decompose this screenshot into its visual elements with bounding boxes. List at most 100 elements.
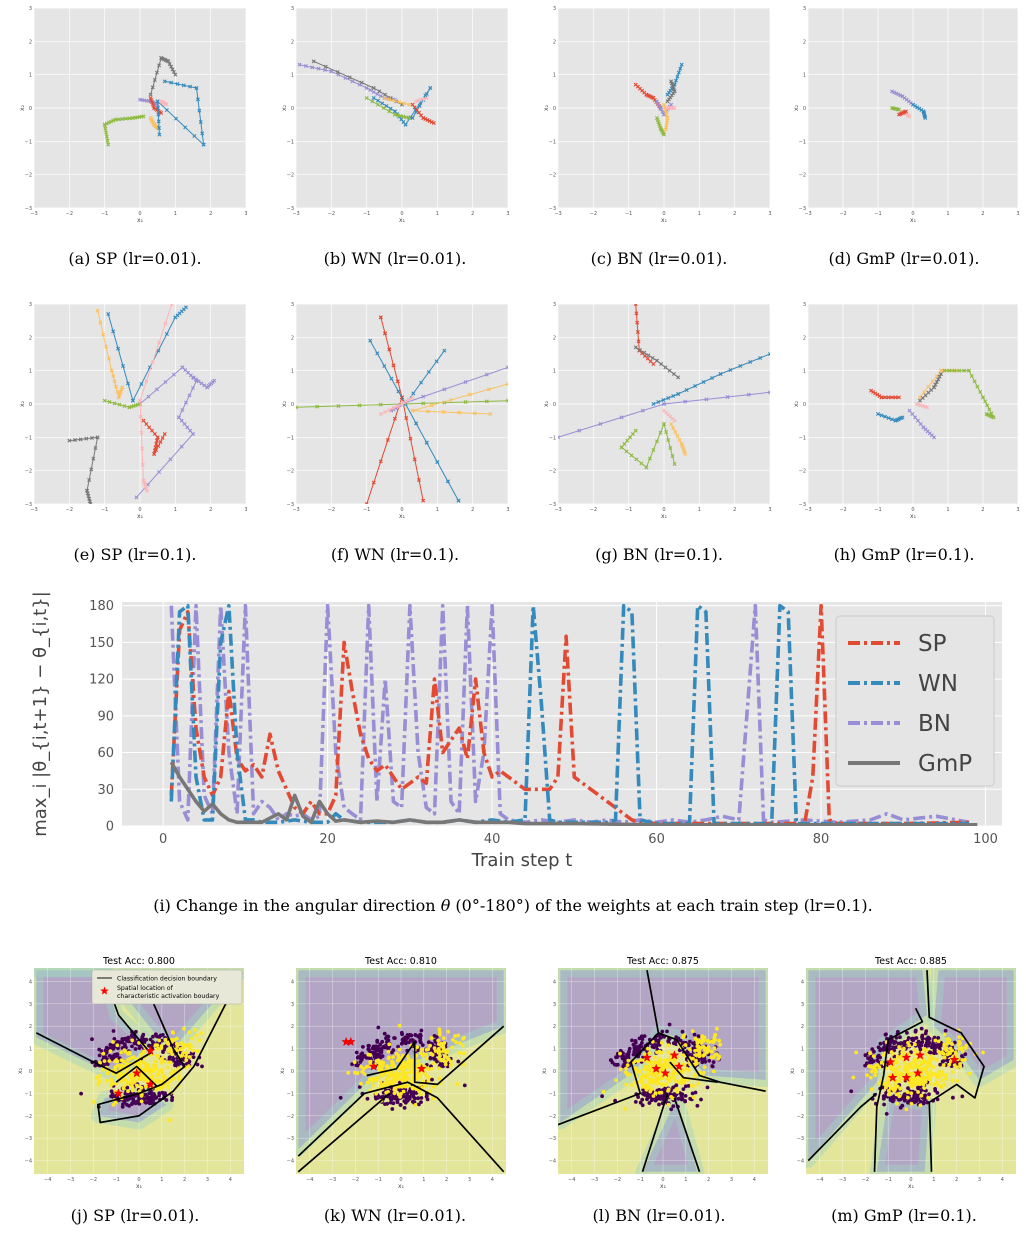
y-tick-label: 2 (803, 335, 806, 341)
sample-class1 (640, 1085, 645, 1089)
sample-class0 (940, 1059, 945, 1064)
trajectory-marker (183, 400, 188, 405)
sample-class1 (397, 1072, 402, 1077)
trajectory-marker (657, 104, 662, 109)
sample-class0 (132, 1041, 137, 1046)
trajectory-marker (984, 412, 989, 416)
trajectory-marker (316, 66, 321, 71)
sample-class0 (705, 1085, 710, 1090)
sample-class1 (618, 1067, 623, 1072)
sample-class1 (429, 1051, 433, 1056)
y-tick-label: −2 (799, 469, 806, 475)
sample-class0 (433, 1038, 438, 1043)
sample-class1 (157, 1038, 162, 1043)
x-tick-label: −1 (874, 507, 881, 513)
trajectory-marker (633, 428, 638, 433)
trajectory-marker (364, 86, 369, 90)
sample-class0 (870, 1060, 874, 1064)
boundary-y-tick: 1 (801, 1047, 804, 1053)
sample-class1 (444, 1059, 448, 1064)
sample-class0 (103, 1055, 108, 1060)
sample-class1 (109, 1077, 114, 1082)
caption-i-theta: θ (440, 896, 451, 915)
trajectory-marker (684, 388, 689, 392)
sample-class1 (893, 1082, 897, 1087)
trajectory-marker (662, 132, 666, 137)
sample-class0 (951, 1095, 955, 1100)
boundary-y-tick: 3 (29, 1002, 32, 1008)
sample-class1 (119, 1050, 123, 1055)
sample-class1 (942, 1032, 947, 1037)
trajectory-marker (179, 418, 184, 423)
boundary-x-tick: −3 (591, 1177, 598, 1183)
trajectory-marker (404, 416, 409, 420)
sample-class1 (928, 1069, 933, 1074)
sample-class1 (705, 1050, 709, 1055)
sample-class0 (383, 1045, 388, 1050)
boundary-x-tick: 0 (909, 1177, 912, 1183)
y-tick-label: 3 (803, 6, 806, 12)
sample-class0 (375, 1094, 380, 1099)
y-axis-label: x₂ (793, 104, 800, 111)
x-tick-label: 0 (400, 507, 403, 513)
sample-class1 (944, 1076, 948, 1081)
sample-class1 (712, 1046, 717, 1051)
sample-class1 (177, 1074, 181, 1078)
boundary-y-tick: 0 (291, 1069, 294, 1075)
sample-class1 (178, 1047, 183, 1051)
boundary-title: Test Acc: 0.885 (874, 956, 947, 967)
boundary-y-tick: −4 (25, 1159, 32, 1165)
sample-class0 (187, 1059, 192, 1064)
x-tick-label: 2 (471, 211, 474, 217)
sample-class1 (139, 1052, 143, 1057)
sample-class0 (146, 1100, 151, 1104)
sample-class1 (371, 1083, 375, 1088)
trajectory-marker (442, 387, 447, 392)
x-tick-label: −3 (804, 507, 811, 513)
sample-class1 (906, 1063, 910, 1068)
sample-class0 (160, 1038, 164, 1043)
sample-class0 (418, 1040, 423, 1045)
boundary-y-tick: 4 (291, 979, 294, 985)
trajectory-marker (876, 412, 880, 416)
sample-class0 (660, 1097, 665, 1101)
trajectory-marker (197, 108, 202, 113)
sample-class1 (97, 1079, 102, 1084)
panel-c-bn-lr001: −3 −3 −2 −2 −1 −1 0 0 1 1 2 2 3 3 x₁ x₂ (543, 6, 774, 234)
y-tick-label: 0 (553, 402, 556, 408)
sample-class1 (716, 1057, 721, 1061)
x-tick-label: −1 (363, 211, 370, 217)
sample-class0 (640, 1037, 645, 1042)
boundary-x-tick: 2 (955, 1177, 958, 1183)
trajectory-marker (402, 101, 407, 106)
sample-class0 (148, 1095, 153, 1100)
sample-class1 (926, 1096, 930, 1100)
sample-class0 (640, 1097, 645, 1102)
sample-class0 (411, 1099, 415, 1104)
sample-class1 (905, 1090, 910, 1094)
sample-class1 (126, 1089, 130, 1094)
trajectory-marker (192, 134, 197, 138)
trajectory-marker (188, 428, 193, 433)
sample-class1 (154, 1087, 159, 1092)
trajectory-marker (297, 62, 302, 67)
x-tick-label: −2 (66, 507, 73, 513)
trajectory-marker (662, 105, 667, 110)
trajectory-marker (125, 381, 130, 386)
sample-class1 (950, 1070, 955, 1074)
trajectory-marker (642, 354, 647, 358)
sample-class1 (188, 1046, 192, 1051)
legend-label-activation-line2: characteristic activation boudary (117, 993, 220, 1000)
activation-boundary-star (642, 1052, 652, 1062)
trajectory-marker (171, 70, 176, 74)
trajectory-marker (162, 432, 167, 436)
sample-class0 (97, 1053, 102, 1058)
trajectory-marker (387, 347, 392, 352)
trajectory-marker (457, 410, 462, 415)
trajectory-marker (200, 131, 205, 136)
sample-class1 (931, 1056, 935, 1061)
boundary-y-tick: −4 (549, 1159, 556, 1165)
y-tick-label: −3 (25, 502, 32, 508)
panel-e-sp-lr01: −3 −3 −2 −2 −1 −1 0 0 1 1 2 2 3 3 x₁ x₂ (19, 302, 250, 530)
boundary-y-tick: −1 (797, 1091, 804, 1097)
